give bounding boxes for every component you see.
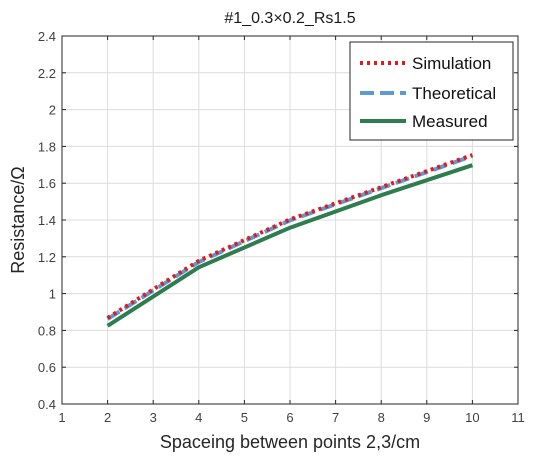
- series-line-simulation: [106, 153, 474, 320]
- legend-label-theoretical: Theoretical: [412, 84, 496, 103]
- y-tick-labels: 0.4 0.6 0.8 1 1.2 1.4 1.6 1.8 2 2.2 2.4: [38, 29, 56, 412]
- x-tick-labels: 1 2 3 4 5 6 7 8 9 10 11: [58, 410, 524, 425]
- legend-label-measured: Measured: [412, 112, 488, 131]
- x-tick-label: 5: [241, 410, 248, 425]
- y-tick-label: 2.4: [38, 29, 56, 44]
- x-tick-label: 6: [286, 410, 293, 425]
- chart-title: #1_0.3×0.2_Rs1.5: [224, 10, 355, 27]
- x-tick-label: 8: [378, 410, 385, 425]
- series-lines: [106, 153, 474, 328]
- y-axis-label: Resistance/Ω: [8, 166, 28, 274]
- legend: Simulation Theoretical Measured: [349, 41, 514, 141]
- y-tick-label: 1.6: [38, 176, 56, 191]
- x-axis-label: Spaceing between points 2,3/cm: [160, 432, 420, 452]
- x-tick-label: 1: [58, 410, 65, 425]
- tick-marks: [61, 35, 519, 405]
- y-tick-label: 2: [49, 103, 56, 118]
- x-tick-label: 11: [511, 410, 525, 425]
- x-tick-label: 10: [465, 410, 479, 425]
- y-tick-label: 0.8: [38, 323, 56, 338]
- x-tick-label: 9: [423, 410, 430, 425]
- y-tick-label: 1: [49, 287, 56, 302]
- y-tick-label: 1.2: [38, 250, 56, 265]
- x-tick-label: 7: [332, 410, 339, 425]
- series-line-measured: [106, 163, 474, 328]
- y-tick-label: 1.8: [38, 139, 56, 154]
- x-tick-label: 2: [104, 410, 111, 425]
- y-tick-label: 1.4: [38, 213, 56, 228]
- y-tick-label: 2.2: [38, 66, 56, 81]
- y-tick-label: 0.6: [38, 360, 56, 375]
- y-tick-label: 0.4: [38, 397, 56, 412]
- legend-label-simulation: Simulation: [412, 54, 491, 73]
- legend-box: [349, 41, 514, 141]
- x-tick-label: 3: [150, 410, 157, 425]
- x-tick-label: 4: [195, 410, 202, 425]
